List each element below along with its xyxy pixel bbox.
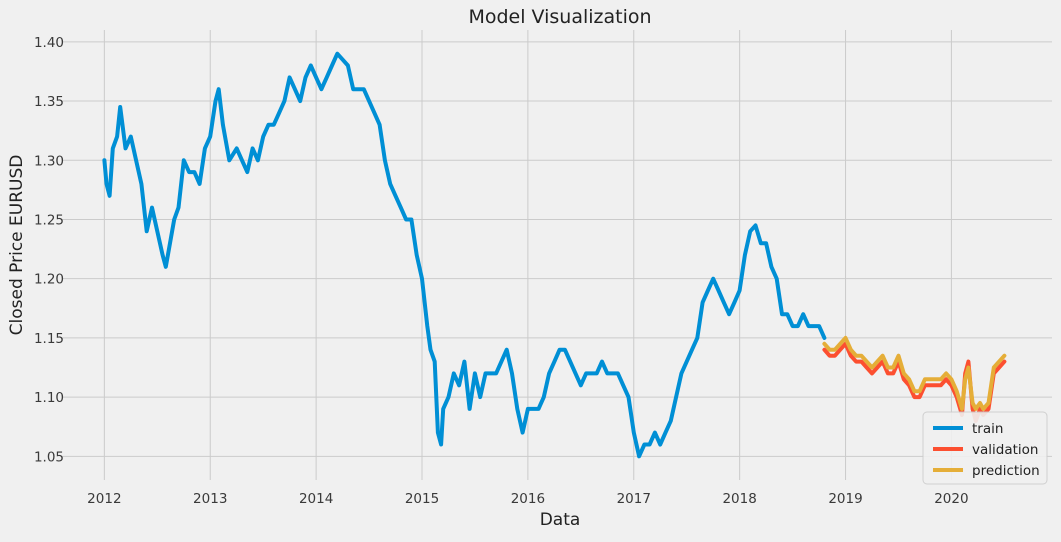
legend-label-train: train xyxy=(972,421,1003,437)
tick-labels: 2012 2013 2014 2015 2016 2017 2018 2019 2020 1.05… xyxy=(34,35,969,507)
y-tick-label: 1.05 xyxy=(34,449,64,465)
y-tick-label: 1.35 xyxy=(34,94,64,110)
y-tick-label: 1.20 xyxy=(34,272,64,288)
y-tick-label: 1.15 xyxy=(34,331,64,347)
x-tick-label: 2012 xyxy=(87,491,121,507)
legend: train validation prediction xyxy=(922,411,1048,485)
chart-title: Model Visualization xyxy=(468,6,651,28)
y-tick-label: 1.25 xyxy=(34,212,64,228)
x-axis-title: Data xyxy=(540,510,581,530)
grid-lines xyxy=(62,30,1052,480)
series-line-prediction xyxy=(822,335,1007,411)
y-axis-title: Closed Price EURUSD xyxy=(7,155,27,336)
legend-label-validation: validation xyxy=(972,442,1038,458)
x-tick-label: 2013 xyxy=(193,491,227,507)
series-line-train xyxy=(102,51,827,459)
x-tick-label: 2019 xyxy=(828,491,862,507)
y-tick-label: 1.30 xyxy=(34,153,64,169)
x-tick-label: 2018 xyxy=(722,491,756,507)
x-tick-label: 2016 xyxy=(511,491,545,507)
x-tick-label: 2015 xyxy=(405,491,439,507)
legend-label-prediction: prediction xyxy=(972,463,1040,479)
y-tick-label: 1.10 xyxy=(34,390,64,406)
x-tick-label: 2014 xyxy=(299,491,333,507)
y-tick-label: 1.40 xyxy=(34,35,64,51)
x-tick-label: 2020 xyxy=(934,491,968,507)
x-tick-label: 2017 xyxy=(617,491,651,507)
